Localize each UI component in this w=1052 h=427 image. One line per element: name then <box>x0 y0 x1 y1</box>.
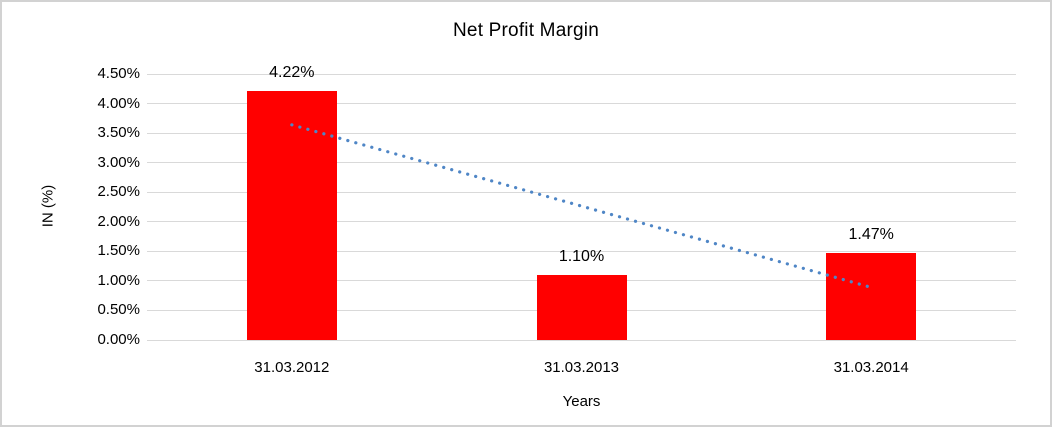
gridline <box>147 339 1016 341</box>
bar-31.03.2013 <box>536 274 627 340</box>
y-axis-title: IN (%) <box>39 184 57 228</box>
y-axis-tick-label: 3.00% <box>97 153 140 171</box>
y-axis-tick-label: 1.50% <box>97 242 140 260</box>
y-axis-tick-label: 1.00% <box>97 271 140 289</box>
y-axis-tick-label: 2.00% <box>97 212 140 230</box>
y-axis-tick-label: 2.50% <box>97 183 140 201</box>
y-axis-tick-label: 3.50% <box>97 124 140 142</box>
y-axis-tick-label: 4.00% <box>97 94 140 112</box>
x-axis-category-label: 31.03.2013 <box>543 359 620 376</box>
y-axis-tick-label: 0.50% <box>97 301 140 319</box>
bar-data-label: 1.10% <box>558 247 605 265</box>
bar-31.03.2012 <box>246 90 337 340</box>
bar-data-label: 1.47% <box>848 226 894 244</box>
gridline <box>147 103 1016 105</box>
gridline <box>147 73 1016 75</box>
y-axis-tick-label: 0.00% <box>97 331 140 348</box>
x-axis-category-label: 31.03.2014 <box>833 359 909 376</box>
bar-31.03.2014 <box>826 253 917 340</box>
x-axis-title: Years <box>562 393 601 410</box>
x-axis-category-label: 31.03.2012 <box>254 359 330 376</box>
bar-data-label: 4.22% <box>269 63 315 81</box>
chart-title: Net Profit Margin <box>453 20 599 41</box>
y-axis-tick-label: 4.50% <box>97 65 140 82</box>
